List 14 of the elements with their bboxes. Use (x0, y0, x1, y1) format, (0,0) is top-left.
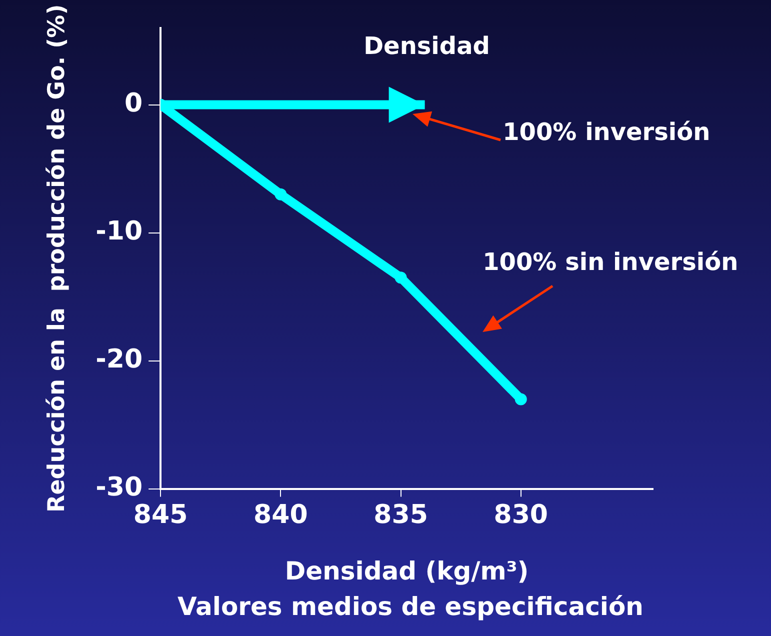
y-tick-label: -30 (96, 472, 143, 503)
x-tick-label: 845 (133, 500, 188, 530)
text: 100% inversión (502, 118, 710, 146)
y-tick-label: -20 (96, 344, 143, 375)
text: 100% sin inversión (482, 248, 738, 276)
y-tick-label: -10 (96, 216, 143, 247)
x-tick-label: 830 (494, 500, 548, 530)
y-axis-title: Reducción en la producción de Go. (%) (44, 4, 70, 513)
y-tick-label: 0 (124, 88, 143, 119)
chart-title: Densidad (364, 32, 490, 60)
x-axis-title: Densidad (kg/m³) (284, 556, 529, 586)
text: Valores medios de especificación (176, 592, 644, 621)
x-tick-label: 840 (254, 500, 308, 530)
x-tick-label: 835 (374, 500, 428, 530)
